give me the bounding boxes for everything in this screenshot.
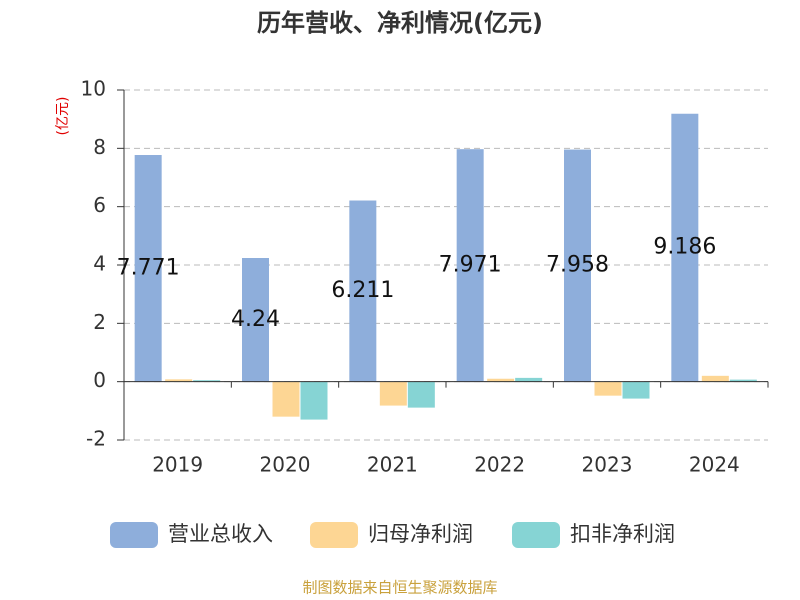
bar <box>407 381 435 408</box>
source-note: 制图数据来自恒生聚源数据库 <box>302 579 497 597</box>
bar <box>242 258 269 382</box>
x-tick-label: 2024 <box>689 453 740 477</box>
bar <box>300 381 328 420</box>
x-tick-label: 2022 <box>474 453 525 477</box>
bar <box>272 381 300 417</box>
x-tick-label: 2023 <box>582 453 633 477</box>
legend-label: 营业总收入 <box>168 522 273 546</box>
data-label: 4.24 <box>231 307 280 332</box>
x-tick-label: 2020 <box>260 453 311 477</box>
bar <box>594 381 622 396</box>
data-label: 9.186 <box>653 235 716 260</box>
legend-swatch <box>310 522 358 548</box>
bar <box>729 379 757 382</box>
data-label: 7.771 <box>117 255 180 280</box>
legend-swatch <box>512 522 560 548</box>
data-label: 6.211 <box>331 278 394 303</box>
x-tick-label: 2019 <box>152 453 203 477</box>
bar <box>622 381 650 399</box>
bar <box>165 379 193 382</box>
x-tick-label: 2021 <box>367 453 418 477</box>
bar <box>193 380 221 382</box>
legend-label: 归母净利润 <box>368 522 473 546</box>
bar <box>701 375 729 382</box>
bar <box>671 113 699 382</box>
y-axis-label: (亿元) <box>55 97 71 136</box>
chart-title: 历年营收、净利情况(亿元) <box>257 9 543 37</box>
legend-label: 扣非净利润 <box>570 522 675 546</box>
bar <box>487 378 515 382</box>
data-label: 7.971 <box>439 252 502 277</box>
y-tick-label: 8 <box>93 135 106 159</box>
y-tick-label: 4 <box>93 252 106 276</box>
y-tick-label: -2 <box>86 427 106 451</box>
legend-swatch <box>110 522 158 548</box>
y-tick-label: 2 <box>93 310 106 334</box>
bar <box>564 149 591 382</box>
bar <box>379 381 407 406</box>
bar <box>134 155 162 382</box>
y-tick-label: 0 <box>93 368 106 392</box>
y-tick-label: 6 <box>93 193 106 217</box>
data-label: 7.958 <box>546 253 609 278</box>
bar <box>349 200 377 382</box>
bar <box>456 149 484 382</box>
y-tick-label: 10 <box>81 77 106 101</box>
bar <box>515 377 543 382</box>
